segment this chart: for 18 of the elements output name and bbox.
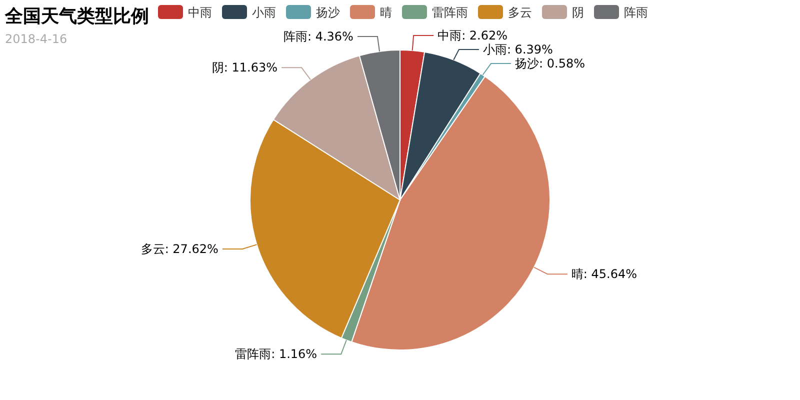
data-label: 阴: 11.63%: [212, 60, 278, 75]
chart-title: 全国天气类型比例: [4, 6, 149, 27]
legend-label: 小雨: [252, 6, 276, 20]
data-label: 晴: 45.64%: [571, 267, 638, 282]
data-label: 扬沙: 0.58%: [515, 56, 586, 71]
legend-label: 晴: [380, 6, 392, 20]
legend-label: 阵雨: [624, 6, 648, 20]
legend-label: 阴: [572, 6, 584, 20]
legend-label: 扬沙: [316, 6, 340, 20]
data-label: 多云: 27.62%: [140, 242, 218, 256]
data-label: 雷阵雨: 1.16%: [235, 347, 318, 362]
legend-label: 多云: [508, 6, 532, 20]
legend-label: 雷阵雨: [432, 6, 468, 20]
legend-label: 中雨: [188, 6, 212, 20]
data-label: 小雨: 6.39%: [482, 42, 553, 57]
text: 2018-4-16: [5, 32, 68, 46]
data-label: 阵雨: 4.36%: [283, 30, 354, 44]
data-label: 中雨: 2.62%: [438, 28, 508, 43]
